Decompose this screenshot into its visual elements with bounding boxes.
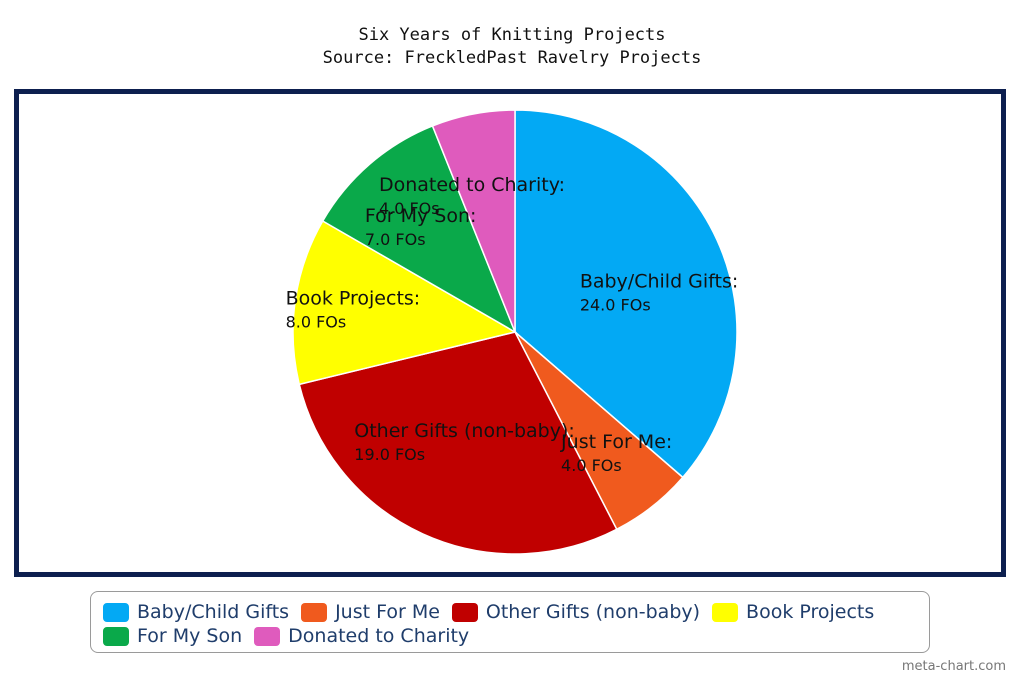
legend-label: Book Projects [746,601,874,623]
slice-label-baby-child-gifts: Baby/Child Gifts: [580,270,738,292]
legend-swatch [103,603,129,622]
slice-value-for-my-son: 7.0 FOs [365,230,426,249]
slice-label-just-for-me: Just For Me: [560,431,672,453]
legend-item-other-gifts-non-baby: Other Gifts (non-baby) [452,601,700,623]
pie-chart: Baby/Child Gifts: 24.0 FOs Just For Me: 4.0… [19,94,1001,572]
legend-swatch [301,603,327,622]
legend-item-for-my-son: For My Son [103,625,242,647]
legend-row: Baby/Child Gifts Just For Me Other Gifts (… [103,600,929,624]
legend-label: Just For Me [335,601,440,623]
slice-value-other-gifts-non-baby: 19.0 FOs [354,445,425,464]
legend-swatch [103,627,129,646]
slice-label-book-projects: Book Projects: [286,288,421,310]
legend-item-just-for-me: Just For Me [301,601,440,623]
legend-row: For My Son Donated to Charity [103,624,929,648]
legend: Baby/Child Gifts Just For Me Other Gifts (… [90,591,930,653]
legend-swatch [254,627,280,646]
legend-label: Donated to Charity [288,625,469,647]
chart-subtitle: Source: FreckledPast Ravelry Projects [0,47,1024,70]
slice-value-baby-child-gifts: 24.0 FOs [580,295,651,314]
watermark: meta-chart.com [902,659,1006,674]
slice-label-other-gifts-non-baby: Other Gifts (non-baby): [354,420,575,442]
plot-area: Baby/Child Gifts: 24.0 FOs Just For Me: 4.0… [14,89,1006,577]
legend-label: For My Son [137,625,242,647]
slice-label-donated-to-charity: Donated to Charity: [379,174,565,196]
legend-item-baby-child-gifts: Baby/Child Gifts [103,601,289,623]
legend-label: Other Gifts (non-baby) [486,601,700,623]
legend-label: Baby/Child Gifts [137,601,289,623]
chart-title: Six Years of Knitting Projects [0,24,1024,47]
legend-item-donated-to-charity: Donated to Charity [254,625,469,647]
chart-title-block: Six Years of Knitting Projects Source: F… [0,24,1024,70]
legend-swatch [452,603,478,622]
slice-value-book-projects: 8.0 FOs [286,313,347,332]
legend-swatch [712,603,738,622]
slice-value-donated-to-charity: 4.0 FOs [379,199,440,218]
legend-item-book-projects: Book Projects [712,601,874,623]
slice-value-just-for-me: 4.0 FOs [561,456,622,475]
